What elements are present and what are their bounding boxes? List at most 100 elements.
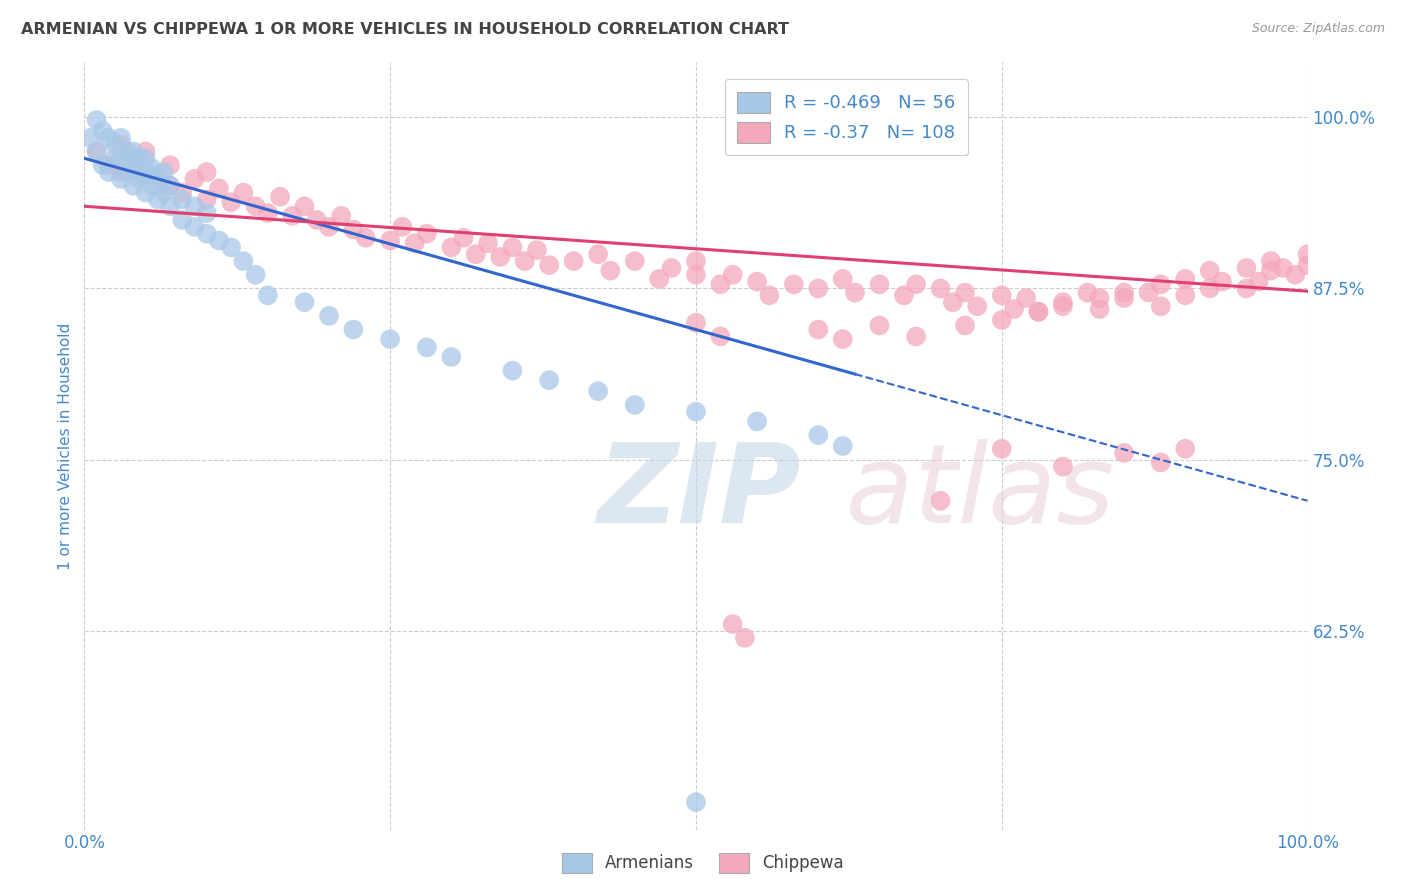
Point [294, 199, 316, 213]
Point [929, 281, 952, 295]
Point [122, 178, 145, 193]
Point [232, 186, 254, 200]
Point [586, 384, 609, 399]
Point [721, 617, 744, 632]
Text: Source: ZipAtlas.com: Source: ZipAtlas.com [1251, 22, 1385, 36]
Point [183, 199, 205, 213]
Point [97, 165, 120, 179]
Point [146, 172, 169, 186]
Point [110, 130, 132, 145]
Point [115, 165, 138, 179]
Point [831, 272, 853, 286]
Point [526, 243, 548, 257]
Point [416, 340, 439, 354]
Point [128, 152, 150, 166]
Point [502, 240, 524, 254]
Point [330, 209, 353, 223]
Point [599, 263, 621, 277]
Point [869, 277, 891, 292]
Point [464, 247, 486, 261]
Point [404, 236, 426, 251]
Point [91, 158, 114, 172]
Point [538, 373, 561, 387]
Point [1088, 291, 1111, 305]
Point [685, 795, 707, 809]
Point [734, 631, 756, 645]
Point [135, 186, 157, 200]
Point [128, 172, 150, 186]
Point [1088, 301, 1111, 316]
Point [219, 240, 242, 254]
Point [831, 439, 853, 453]
Point [929, 493, 952, 508]
Point [1052, 295, 1074, 310]
Point [831, 332, 853, 346]
Point [685, 405, 707, 419]
Point [1028, 305, 1050, 319]
Point [153, 165, 176, 179]
Point [991, 442, 1014, 456]
Point [1114, 291, 1136, 305]
Point [1198, 281, 1220, 295]
Point [195, 193, 218, 207]
Legend: Armenians, Chippewa: Armenians, Chippewa [555, 847, 851, 880]
Point [232, 254, 254, 268]
Point [1236, 260, 1258, 275]
Point [269, 190, 291, 204]
Point [135, 152, 157, 166]
Point [685, 316, 707, 330]
Point [709, 329, 731, 343]
Point [1174, 272, 1197, 286]
Point [1150, 277, 1173, 292]
Point [305, 213, 328, 227]
Point [183, 172, 205, 186]
Point [195, 206, 218, 220]
Point [966, 299, 988, 313]
Text: atlas: atlas [598, 439, 1115, 546]
Point [747, 414, 769, 428]
Point [1052, 299, 1074, 313]
Point [1076, 285, 1098, 300]
Point [953, 285, 976, 300]
Point [172, 193, 194, 207]
Point [146, 168, 169, 182]
Point [661, 260, 683, 275]
Point [135, 168, 157, 182]
Point [1028, 305, 1050, 319]
Y-axis label: 1 or more Vehicles in Household: 1 or more Vehicles in Household [58, 322, 73, 570]
Point [172, 213, 194, 227]
Point [624, 398, 647, 412]
Point [1247, 275, 1270, 289]
Point [453, 231, 475, 245]
Point [110, 137, 132, 152]
Point [208, 234, 231, 248]
Point [122, 145, 145, 159]
Point [416, 227, 439, 241]
Point [1114, 446, 1136, 460]
Point [342, 322, 364, 336]
Point [991, 288, 1014, 302]
Point [159, 158, 181, 172]
Point [1150, 455, 1173, 469]
Legend: R = -0.469   N= 56, R = -0.37   N= 108: R = -0.469 N= 56, R = -0.37 N= 108 [725, 79, 969, 155]
Point [1137, 285, 1160, 300]
Point [502, 364, 524, 378]
Text: ARMENIAN VS CHIPPEWA 1 OR MORE VEHICLES IN HOUSEHOLD CORRELATION CHART: ARMENIAN VS CHIPPEWA 1 OR MORE VEHICLES … [21, 22, 789, 37]
Point [380, 332, 402, 346]
Point [104, 137, 127, 152]
Point [146, 193, 169, 207]
Point [1015, 291, 1038, 305]
Point [758, 288, 780, 302]
Point [141, 161, 163, 175]
Point [354, 231, 377, 245]
Point [1260, 263, 1282, 277]
Point [245, 199, 267, 213]
Point [807, 281, 830, 295]
Point [110, 172, 132, 186]
Point [97, 130, 120, 145]
Point [135, 145, 157, 159]
Point [562, 254, 585, 268]
Point [942, 295, 965, 310]
Point [1150, 299, 1173, 313]
Point [208, 181, 231, 195]
